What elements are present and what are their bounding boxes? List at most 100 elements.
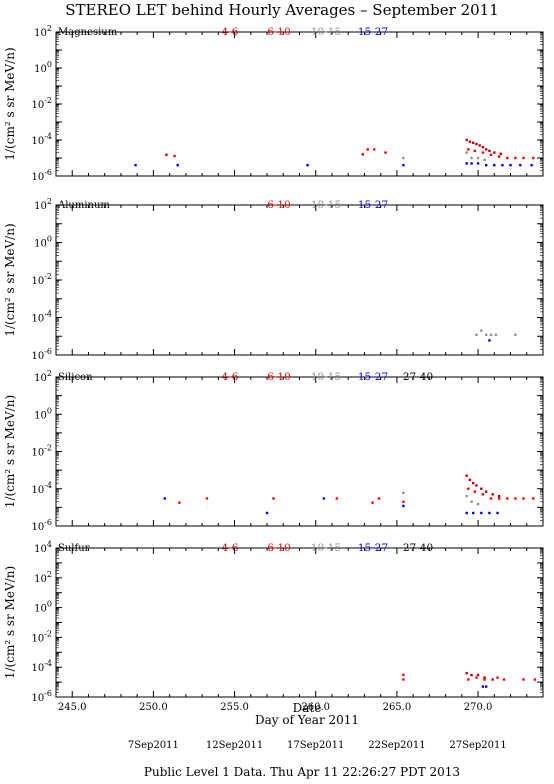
data-point xyxy=(484,685,488,688)
legend-entry-6-10: 6-10 xyxy=(267,199,291,211)
data-point xyxy=(522,497,525,500)
data-point xyxy=(384,151,387,154)
data-point xyxy=(470,156,473,160)
data-point xyxy=(481,151,485,154)
x-tick-label: 250.0 xyxy=(139,702,168,713)
data-point xyxy=(402,491,405,495)
data-point xyxy=(322,497,326,500)
y-tick-label: 10-6 xyxy=(31,518,52,533)
data-point xyxy=(476,673,480,677)
page-title: STEREO LET behind Hourly Averages – Sept… xyxy=(65,1,499,19)
y-tick-exponent: 2 xyxy=(47,24,52,33)
data-point xyxy=(483,678,486,681)
y-axis-title: 1/(cm² s sr MeV/n) xyxy=(3,223,17,336)
data-point xyxy=(514,333,517,336)
data-point xyxy=(488,339,491,342)
panel-title: Magnesium xyxy=(58,27,118,38)
y-tick-label: 10-6 xyxy=(31,689,52,704)
y-tick-exponent: 2 xyxy=(47,197,52,206)
y-tick-label: 100 xyxy=(34,60,52,75)
series-10-15 xyxy=(402,151,486,161)
series-15-27 xyxy=(481,685,488,688)
data-point xyxy=(402,156,405,160)
series-4-6 xyxy=(465,671,494,681)
y-tick-exponent: -4 xyxy=(44,481,52,490)
data-point xyxy=(483,158,486,161)
data-point xyxy=(173,154,176,158)
series-6-10 xyxy=(178,487,535,504)
x-tick-label: 265.0 xyxy=(383,702,412,713)
y-tick-exponent: -2 xyxy=(44,96,52,105)
series-15-27 xyxy=(488,339,491,342)
y-tick-label: 102 xyxy=(34,570,52,585)
y-tick-label: 10-2 xyxy=(31,444,52,459)
x-tick-label: 260.0 xyxy=(301,702,330,713)
data-point xyxy=(371,501,374,504)
data-point xyxy=(499,152,502,156)
legend-entry-10-15: 10-15 xyxy=(311,26,341,38)
data-point xyxy=(471,481,475,485)
data-point xyxy=(475,333,478,336)
data-point xyxy=(496,676,499,679)
y-tick-exponent: 2 xyxy=(47,570,52,579)
data-point xyxy=(489,153,493,157)
x-axis-title: Day of Year 2011 xyxy=(255,713,359,727)
data-point xyxy=(514,497,517,500)
data-point xyxy=(467,678,470,681)
legend-entry-4-6: 4-6 xyxy=(222,26,239,38)
legend-entry-15-27: 15-27 xyxy=(358,26,388,38)
panel-aluminum: 10-6 10-4 10-2 100 102 1/(cm² s sr MeV/n) Alum… xyxy=(3,197,544,362)
series-10-15 xyxy=(402,491,480,506)
data-point xyxy=(489,497,493,500)
y-tick-exponent: -6 xyxy=(44,168,52,177)
x-tick-label: 245.0 xyxy=(58,702,87,713)
y-tick-exponent: -2 xyxy=(44,272,52,281)
y-tick-label: 102 xyxy=(34,24,52,39)
data-point xyxy=(483,676,486,679)
y-tick-exponent: 2 xyxy=(47,369,52,378)
date-tick-label: 7Sep2011 xyxy=(128,740,179,751)
plot-frame xyxy=(55,376,544,527)
data-point xyxy=(402,504,405,508)
y-tick-label: 10-4 xyxy=(31,659,52,674)
date-tick-label: 17Sep2011 xyxy=(287,740,344,751)
data-point xyxy=(506,497,509,500)
data-point xyxy=(470,162,473,165)
data-point xyxy=(402,163,405,167)
panels: 10-6 10-4 10-2 100 102 1/(cm² s sr MeV/n) Magn… xyxy=(3,24,544,713)
data-point xyxy=(465,474,468,477)
y-tick-label: 102 xyxy=(34,197,52,212)
y-tick-exponent: -6 xyxy=(44,347,52,356)
data-point xyxy=(481,493,485,496)
y-tick-exponent: 0 xyxy=(47,600,52,609)
series-6-10 xyxy=(173,148,535,160)
date-tick-label: 12Sep2011 xyxy=(206,740,263,751)
legend-entry-4-6: 4-6 xyxy=(222,542,239,554)
data-point xyxy=(481,685,485,688)
data-point xyxy=(465,138,468,142)
data-point xyxy=(522,156,525,160)
data-point xyxy=(484,490,488,493)
data-point xyxy=(165,153,168,157)
panel-title: Aluminum xyxy=(57,200,110,211)
data-point xyxy=(497,497,501,500)
data-point xyxy=(272,497,275,500)
y-tick-label: 10-4 xyxy=(31,310,52,325)
data-point xyxy=(533,678,537,681)
plot-frame xyxy=(55,547,544,698)
y-tick-exponent: 0 xyxy=(47,406,52,415)
data-point xyxy=(205,497,209,500)
y-axis-title: 1/(cm² s sr MeV/n) xyxy=(3,395,17,508)
data-point xyxy=(532,497,535,500)
data-point xyxy=(465,162,468,165)
data-point xyxy=(509,163,512,167)
data-point xyxy=(176,163,179,167)
data-point xyxy=(473,490,477,493)
panel-magnesium: 10-6 10-4 10-2 100 102 1/(cm² s sr MeV/n) Magn… xyxy=(3,24,544,183)
data-point xyxy=(491,678,494,681)
legend-entry-10-15: 10-15 xyxy=(311,371,341,383)
y-tick-exponent: -6 xyxy=(44,518,52,527)
data-point xyxy=(488,511,491,515)
data-point xyxy=(478,144,481,147)
